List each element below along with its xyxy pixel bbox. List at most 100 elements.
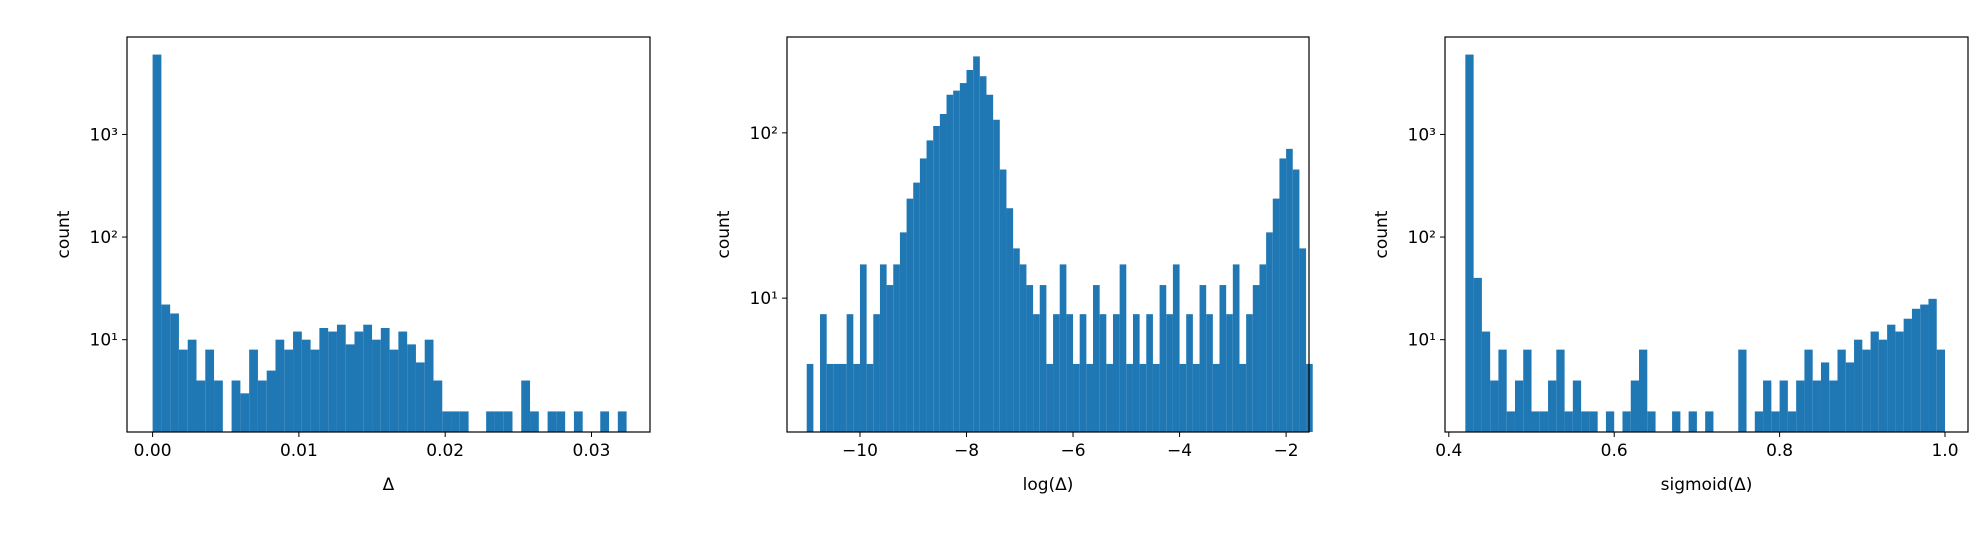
bar	[1845, 362, 1855, 432]
bar	[1523, 349, 1532, 432]
x-tick-label: 0.00	[134, 441, 172, 461]
bar	[1159, 285, 1167, 432]
bar	[1771, 411, 1780, 432]
bar	[231, 380, 241, 432]
bar	[1754, 411, 1764, 432]
bar	[1093, 285, 1100, 432]
bar	[1481, 331, 1491, 432]
bar	[1112, 314, 1120, 432]
bar	[459, 411, 469, 432]
bar	[966, 69, 974, 433]
bar	[1738, 349, 1747, 432]
bar	[913, 182, 920, 432]
bar	[1490, 380, 1499, 432]
bar	[1473, 277, 1482, 432]
bar	[1272, 198, 1280, 432]
bar	[1059, 264, 1067, 432]
axes-frame	[1444, 36, 1969, 433]
bar	[1152, 363, 1160, 432]
bar	[336, 324, 346, 432]
bar	[1292, 169, 1300, 432]
bar	[933, 126, 940, 432]
bar	[953, 90, 960, 432]
bar	[1539, 411, 1549, 432]
bar	[1920, 304, 1929, 432]
bar	[979, 76, 987, 433]
bar	[1688, 411, 1697, 432]
bar	[240, 393, 250, 432]
y-tick-label: 10¹	[90, 331, 118, 351]
bar	[1132, 314, 1140, 432]
bar	[1252, 285, 1260, 432]
bar	[617, 411, 627, 432]
bar	[1796, 380, 1805, 432]
x-tick-label: 0.8	[1766, 441, 1793, 461]
bar	[1622, 411, 1631, 432]
bar	[1299, 248, 1307, 432]
x-axis-label: log(Δ)	[1023, 475, 1074, 495]
bar	[1146, 314, 1153, 432]
bar	[275, 339, 285, 432]
bar	[1870, 331, 1879, 432]
bar	[873, 314, 880, 432]
bar	[547, 411, 557, 432]
bar	[205, 349, 215, 432]
y-axis-label: count	[1372, 210, 1392, 258]
bar	[1581, 411, 1590, 432]
bar	[1026, 285, 1034, 432]
bar	[178, 349, 188, 432]
bar	[1572, 380, 1582, 432]
bar	[1099, 314, 1107, 432]
bar	[1837, 349, 1846, 432]
bar	[1911, 308, 1921, 432]
x-tick-label: 0.4	[1435, 441, 1462, 461]
bar	[1033, 314, 1040, 432]
bar	[310, 349, 320, 432]
bar	[926, 140, 934, 432]
x-axis-label: Δ	[383, 475, 395, 495]
x-tick-label: 0.6	[1601, 441, 1628, 461]
bar	[301, 339, 311, 432]
bar	[1199, 285, 1207, 432]
bar	[826, 363, 834, 432]
bar	[1166, 314, 1173, 432]
bar	[372, 339, 381, 432]
bar	[973, 56, 980, 432]
bar	[1787, 411, 1797, 432]
bar	[530, 411, 539, 432]
bar	[946, 94, 954, 432]
bar	[486, 411, 495, 432]
bar	[398, 331, 408, 432]
bar	[1887, 324, 1896, 432]
bar	[999, 169, 1007, 432]
bar	[1013, 248, 1020, 432]
bar	[1812, 380, 1821, 432]
bar	[433, 380, 443, 432]
bar	[899, 232, 907, 432]
bar	[846, 314, 854, 432]
bar	[257, 380, 267, 432]
bar	[1219, 285, 1227, 432]
bar	[1548, 380, 1557, 432]
bar	[1514, 380, 1524, 432]
bar	[1079, 314, 1087, 432]
bar	[161, 304, 171, 432]
y-tick-label: 10¹	[1408, 331, 1436, 351]
bar	[1206, 314, 1213, 432]
bar	[503, 411, 513, 432]
bar	[293, 331, 302, 432]
bar	[1186, 314, 1193, 432]
bar	[939, 114, 947, 432]
bar	[1506, 411, 1515, 432]
x-axis-label: sigmoid(Δ)	[1661, 475, 1753, 495]
bar	[879, 264, 887, 432]
bar	[1239, 363, 1247, 432]
bar	[451, 411, 460, 432]
bar	[1286, 148, 1293, 432]
bar	[266, 370, 276, 432]
bar	[1829, 380, 1838, 432]
bar	[1779, 380, 1788, 432]
bar	[407, 344, 416, 432]
bar	[521, 380, 531, 432]
bar	[1589, 411, 1598, 432]
